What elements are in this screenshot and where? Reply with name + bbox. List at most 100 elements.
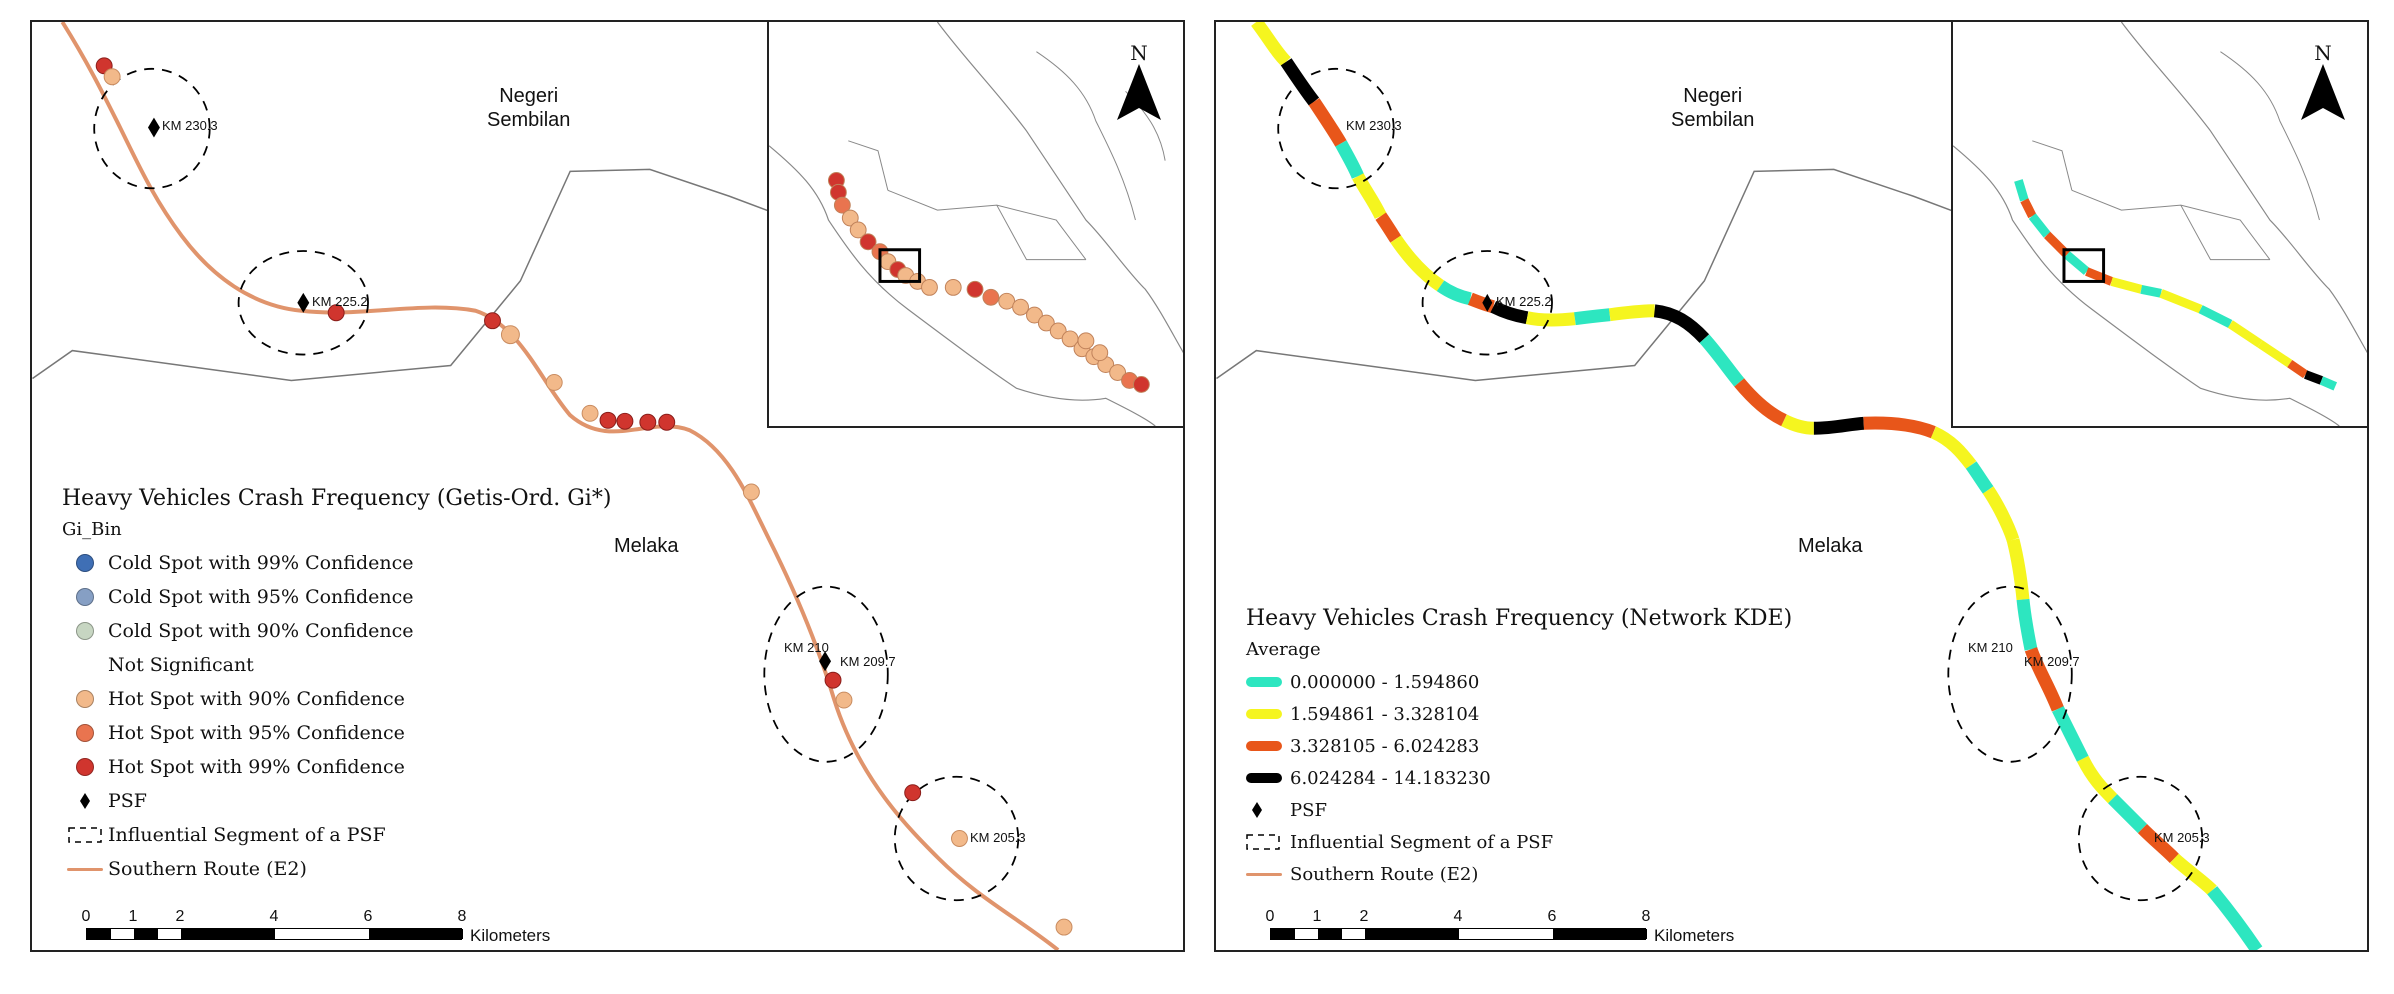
legend-dot-icon <box>76 554 94 572</box>
legend-dot-icon <box>76 622 94 640</box>
legend-label: Hot Spot with 99% Confidence <box>108 756 405 778</box>
right-legend: Heavy Vehicles Crash Frequency (Network … <box>1246 606 1792 890</box>
influence-circle-km225 <box>1421 250 1553 356</box>
legend-item: Hot Spot with 90% Confidence <box>62 682 611 716</box>
north-arrow: N <box>2301 42 2345 124</box>
scale-tick-label: 1 <box>1312 908 1322 925</box>
km-label-225: KM 225.2 <box>1496 294 1552 309</box>
route-line-icon <box>67 867 103 871</box>
legend-swatch-icon <box>1246 677 1282 687</box>
legend-label: Cold Spot with 90% Confidence <box>108 620 414 642</box>
legend-item: Cold Spot with 99% Confidence <box>62 546 611 580</box>
north-arrow-icon <box>2301 64 2345 120</box>
legend-item: 0.000000 - 1.594860 <box>1246 666 1792 698</box>
legend-label: Influential Segment of a PSF <box>1290 831 1554 853</box>
legend-item-route: Southern Route (E2) <box>62 852 611 886</box>
spot-hot90 <box>500 325 520 345</box>
scale-tick-label: 4 <box>1453 908 1463 925</box>
legend-label: Southern Route (E2) <box>108 858 307 880</box>
legend-item-influential: Influential Segment of a PSF <box>1246 826 1792 858</box>
place-label-negeri: Negeri Sembilan <box>1671 85 1755 131</box>
legend-label: PSF <box>108 790 147 812</box>
inset-coastline <box>769 22 1183 426</box>
scale-tick-label: 2 <box>1359 908 1369 925</box>
legend-label: 0.000000 - 1.594860 <box>1290 671 1480 693</box>
spot-hot90 <box>951 830 968 847</box>
scale-tick-label: 6 <box>1547 908 1557 925</box>
influence-circle-km205 <box>2077 775 2204 902</box>
legend-item: 3.328105 - 6.024283 <box>1246 730 1792 762</box>
state-boundary <box>1216 168 2044 382</box>
legend-field: Average <box>1246 639 1321 660</box>
km-label-230: KM 230.3 <box>162 118 218 133</box>
left-scale-bar: 0 1 2 4 6 8 Kilometers <box>82 908 551 945</box>
km-label-205: KM 205.3 <box>2154 830 2210 845</box>
spot-hot90 <box>742 483 760 501</box>
legend-dot-icon <box>76 758 94 776</box>
psf-diamond-km225 <box>1482 293 1493 312</box>
inset-coastline <box>1953 22 2367 426</box>
influence-circle-km225 <box>237 250 369 356</box>
left-map-canvas <box>32 22 1073 950</box>
legend-item: Hot Spot with 95% Confidence <box>62 716 611 750</box>
legend-label: Cold Spot with 95% Confidence <box>108 586 414 608</box>
legend-label: 6.024284 - 14.183230 <box>1290 767 1491 789</box>
influence-circle-km210 <box>1947 585 2073 763</box>
spot-hot99 <box>639 413 657 431</box>
spot-hot99 <box>327 304 345 322</box>
legend-dot-icon <box>76 588 94 606</box>
scale-tick-label: 8 <box>457 908 467 925</box>
legend-item: Cold Spot with 95% Confidence <box>62 580 611 614</box>
psf-diamond-km225 <box>297 292 310 313</box>
spot-hot99 <box>616 412 634 430</box>
legend-swatch-icon <box>1246 773 1282 783</box>
legend-label: Influential Segment of a PSF <box>108 824 386 846</box>
left-map-panel: Negeri Sembilan Melaka KM 230.3 KM 225.2… <box>30 20 1185 952</box>
legend-item: 1.594861 - 3.328104 <box>1246 698 1792 730</box>
psf-diamond-km209 <box>819 651 832 672</box>
place-label-melaka: Melaka <box>614 535 679 557</box>
scale-tick-label: 2 <box>175 908 185 925</box>
scale-tick-label: 8 <box>1641 908 1651 925</box>
km-label-209: KM 209.7 <box>840 654 896 669</box>
legend-item-psf: PSF <box>62 784 611 818</box>
left-legend: Heavy Vehicles Crash Frequency (Getis-Or… <box>62 486 611 886</box>
inset-extent-box <box>878 248 922 283</box>
km-label-225: KM 225.2 <box>312 294 368 309</box>
legend-label: 1.594861 - 3.328104 <box>1290 703 1480 725</box>
dashed-box-icon <box>68 827 102 843</box>
influence-circle-km205 <box>893 775 1020 902</box>
legend-dot-icon <box>76 724 94 742</box>
southern-route-line <box>60 22 1060 950</box>
spot-hot99 <box>658 413 676 431</box>
north-arrow-icon <box>1117 64 1161 120</box>
influence-circle-km210 <box>763 585 889 763</box>
dashed-box-icon <box>1246 834 1280 850</box>
inset-extent-box <box>2062 248 2106 283</box>
north-label: N <box>2314 41 2332 65</box>
legend-swatch-icon <box>1246 709 1282 719</box>
spot-hot99 <box>484 312 501 330</box>
right-scale-bar: 0 1 2 4 6 8 Kilometers <box>1266 908 1735 945</box>
legend-item-influential: Influential Segment of a PSF <box>62 818 611 852</box>
km-label-209: KM 209.7 <box>2024 654 2080 669</box>
scale-unit: Kilometers <box>470 926 551 945</box>
scale-unit: Kilometers <box>1654 926 1735 945</box>
right-inset-map: N <box>1951 22 2367 428</box>
scale-tick-label: 1 <box>128 908 138 925</box>
right-map-panel: Negeri Sembilan Melaka KM 230.3 KM 225.2… <box>1214 20 2369 952</box>
influence-circle-km230 <box>1277 67 1395 190</box>
legend-label: Hot Spot with 90% Confidence <box>108 688 405 710</box>
legend-dot-icon <box>76 690 94 708</box>
left-inset-map: N <box>767 22 1183 428</box>
spot-hot90 <box>835 691 853 709</box>
legend-title: Heavy Vehicles Crash Frequency (Getis-Or… <box>62 486 612 511</box>
north-arrow: N <box>1117 42 1161 124</box>
spot-hot90 <box>581 404 599 422</box>
psf-diamond-icon <box>1252 802 1262 818</box>
legend-item-psf: PSF <box>1246 794 1792 826</box>
km-label-210: KM 210 <box>784 640 829 655</box>
legend-label: 3.328105 - 6.024283 <box>1290 735 1480 757</box>
scale-tick-label: 0 <box>81 908 91 925</box>
place-label-melaka: Melaka <box>1798 535 1863 557</box>
